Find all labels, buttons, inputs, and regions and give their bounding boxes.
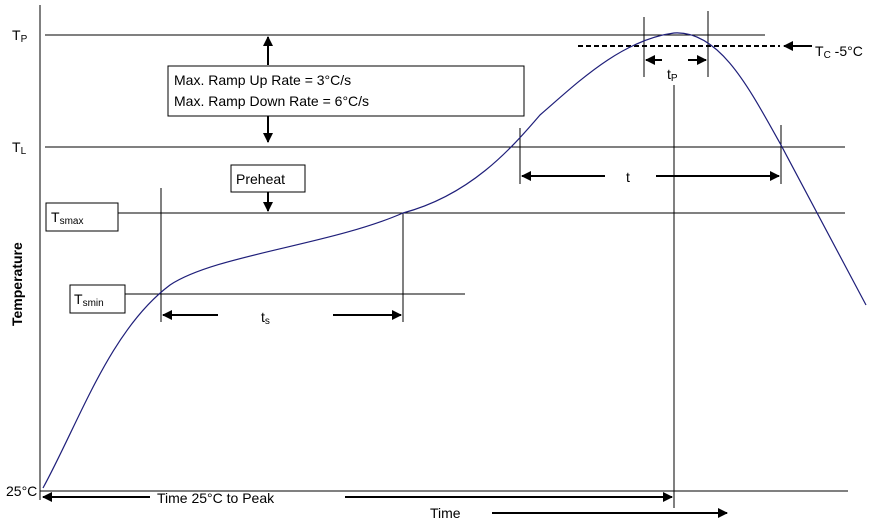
reflow-curve <box>42 32 867 489</box>
tsmax-level-label: Tsmax <box>51 209 83 227</box>
x-axis-label: Time <box>430 505 461 520</box>
tp-level-label: TP <box>12 27 28 45</box>
t-interval-label: t <box>626 169 630 185</box>
ramp-rate-box <box>167 65 525 117</box>
ts-interval-label: ts <box>261 309 270 327</box>
ramp-up-rate-text: Max. Ramp Up Rate = 3°C/s <box>174 72 351 88</box>
y-axis-label: Temperature <box>9 242 25 326</box>
preheat-box <box>230 164 306 193</box>
tl-level-label: TL <box>12 139 27 157</box>
tp-interval-label: tP <box>667 66 678 84</box>
ramp-down-rate-text: Max. Ramp Down Rate = 6°C/s <box>174 93 369 109</box>
tc-label: TC -5°C <box>815 43 863 61</box>
preheat-label: Preheat <box>236 171 285 187</box>
tsmax-label-box <box>45 202 119 232</box>
t25-level-label: 25°C <box>6 483 37 499</box>
tsmin-level-label: Tsmin <box>74 291 104 309</box>
tsmin-label-box <box>69 284 126 314</box>
time-to-peak-label: Time 25°C to Peak <box>157 490 275 506</box>
